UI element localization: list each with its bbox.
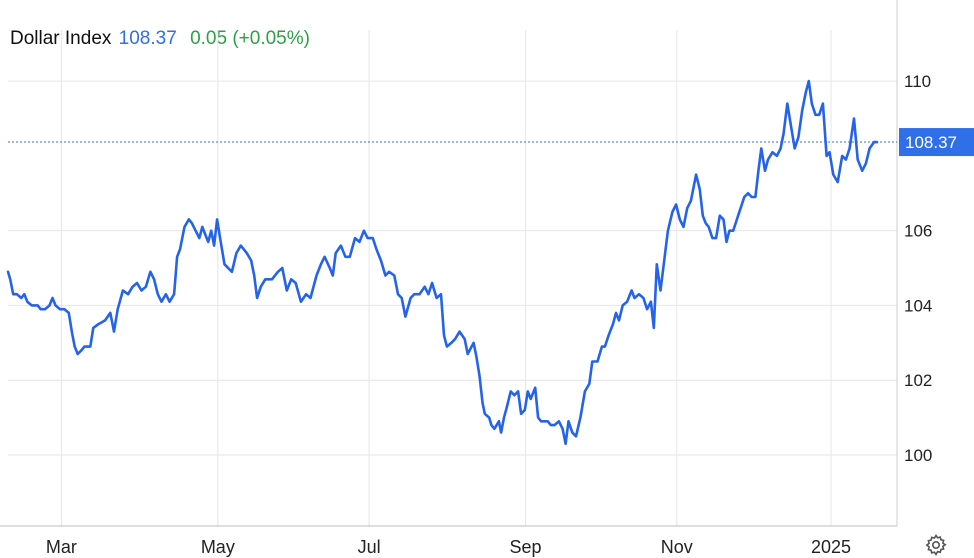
x-tick-label: May — [201, 537, 235, 557]
x-axis-labels: Mar May Jul Sep Nov 2025 — [46, 537, 851, 557]
x-tick-label: Mar — [46, 537, 77, 557]
x-tick-label: 2025 — [811, 537, 851, 557]
last-value-marker: 108.37 — [8, 128, 974, 157]
chart-legend: Dollar Index 108.37 0.05 (+0.05%) — [10, 28, 310, 50]
gear-icon[interactable] — [924, 533, 948, 557]
price-change: 0.05 (+0.05%) — [190, 28, 310, 49]
x-tick-label: Nov — [661, 537, 693, 557]
last-value-badge — [899, 128, 974, 157]
series-layer — [6, 79, 879, 446]
y-tick-label: 100 — [904, 446, 932, 465]
y-tick-label: 106 — [904, 222, 932, 241]
grid-lines — [8, 30, 897, 526]
y-tick-label: 102 — [904, 371, 932, 390]
y-axis-labels: 100 102 104 106 110 — [904, 72, 932, 465]
instrument-name: Dollar Index — [10, 28, 112, 49]
x-tick-label: Sep — [510, 537, 542, 557]
last-value-label: 108.37 — [905, 133, 957, 152]
axes — [0, 0, 898, 527]
y-tick-label: 110 — [904, 72, 931, 91]
y-tick-label: 104 — [904, 296, 932, 315]
x-tick-label: Jul — [358, 537, 381, 557]
series-line — [6, 79, 879, 446]
last-price: 108.37 — [118, 28, 177, 49]
